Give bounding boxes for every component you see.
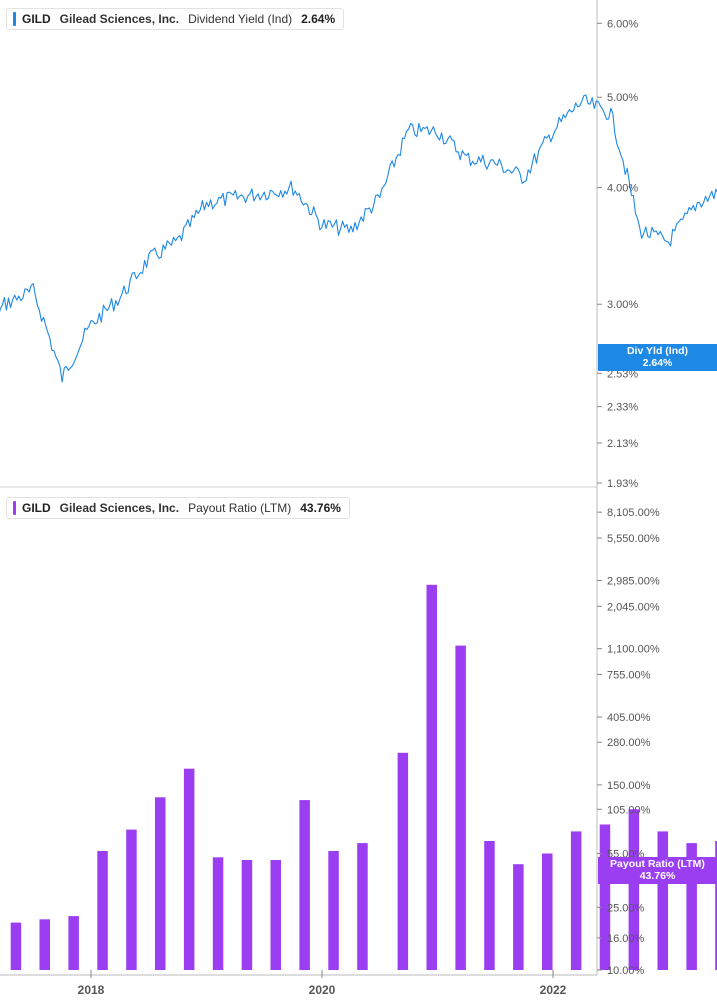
yield-y-axis: 1.93% 2.13% 2.33% 2.53% 3.00% 4.00% 5.00% 6.00% bbox=[597, 18, 638, 490]
payout-y-axis: 10.00%16.00%25.00%55.00%105.00%150.00%28… bbox=[597, 507, 660, 977]
y-tick-label: 755.00% bbox=[607, 669, 651, 681]
payout-bar bbox=[155, 797, 166, 970]
payout-bar bbox=[570, 831, 582, 970]
payout-bar bbox=[542, 853, 553, 970]
legend-ticker: GILD bbox=[22, 12, 51, 26]
payout-bar bbox=[455, 645, 466, 970]
payout-bar bbox=[10, 922, 22, 970]
payout-bar bbox=[68, 916, 79, 970]
dividend-yield-series bbox=[0, 94, 717, 383]
payout-swatch-icon bbox=[13, 501, 16, 515]
payout-bar bbox=[513, 864, 524, 970]
y-tick-label: 2.53% bbox=[607, 368, 638, 380]
yield-value-flag: Div Yld (Ind) 2.64% bbox=[598, 344, 717, 371]
y-tick-label: 105.00% bbox=[607, 804, 651, 816]
payout-ratio-series bbox=[10, 584, 717, 970]
payout-value-flag: Payout Ratio (LTM) 43.76% bbox=[598, 857, 717, 884]
x-tick-label: 2018 bbox=[78, 983, 105, 997]
payout-bar bbox=[97, 851, 108, 970]
payout-legend: GILD Gilead Sciences, Inc. Payout Ratio … bbox=[6, 497, 350, 519]
legend-company: Gilead Sciences, Inc. bbox=[59, 12, 180, 26]
y-tick-label: 16.00% bbox=[607, 933, 645, 945]
payout-bar bbox=[328, 851, 339, 970]
y-tick-label: 10.00% bbox=[607, 965, 645, 977]
y-tick-label: 150.00% bbox=[607, 780, 651, 792]
legend-metric: Dividend Yield (Ind) bbox=[188, 12, 293, 26]
y-tick-label: 8,105.00% bbox=[607, 507, 660, 519]
legend-value: 43.76% bbox=[300, 501, 341, 515]
payout-bar bbox=[484, 841, 495, 970]
y-tick-label: 2,045.00% bbox=[607, 601, 660, 613]
legend-value: 2.64% bbox=[301, 12, 336, 26]
y-tick-label: 280.00% bbox=[607, 737, 651, 749]
payout-bar bbox=[628, 809, 640, 970]
payout-bar bbox=[212, 857, 224, 970]
payout-flag-label: Payout Ratio (LTM) bbox=[610, 858, 705, 870]
payout-bar bbox=[357, 843, 368, 970]
y-tick-label: 6.00% bbox=[607, 18, 638, 30]
payout-bar bbox=[39, 919, 50, 970]
payout-bar bbox=[397, 752, 409, 970]
y-tick-label: 4.00% bbox=[607, 183, 638, 195]
payout-bar bbox=[241, 860, 253, 970]
y-tick-label: 2.33% bbox=[607, 402, 638, 414]
legend-company: Gilead Sciences, Inc. bbox=[59, 501, 180, 515]
payout-bar bbox=[270, 860, 281, 970]
legend-ticker: GILD bbox=[22, 501, 51, 515]
y-tick-label: 5,550.00% bbox=[607, 533, 660, 545]
yield-legend: GILD Gilead Sciences, Inc. Dividend Yiel… bbox=[6, 8, 345, 30]
y-tick-label: 2.13% bbox=[607, 438, 638, 450]
x-axis: 20182020202220242026 bbox=[78, 970, 567, 997]
payout-bar bbox=[183, 768, 195, 970]
payout-flag-value: 43.76% bbox=[639, 870, 676, 882]
y-tick-label: 3.00% bbox=[607, 299, 638, 311]
legend-metric: Payout Ratio (LTM) bbox=[188, 501, 292, 515]
payout-bar bbox=[715, 841, 717, 970]
payout-bar bbox=[599, 824, 611, 970]
payout-bar bbox=[126, 829, 137, 970]
payout-bar bbox=[657, 831, 668, 970]
y-tick-label: 1,100.00% bbox=[607, 644, 660, 656]
yield-flag-label: Div Yld (Ind) bbox=[626, 345, 689, 357]
x-tick-label: 2022 bbox=[540, 983, 567, 997]
y-tick-label: 5.00% bbox=[607, 92, 638, 104]
yield-flag-value: 2.64% bbox=[642, 357, 673, 369]
x-tick-label: 2020 bbox=[309, 983, 336, 997]
payout-bar bbox=[299, 800, 310, 970]
y-tick-label: 405.00% bbox=[607, 712, 651, 724]
y-tick-label: 1.93% bbox=[607, 478, 638, 490]
payout-bar bbox=[426, 584, 437, 970]
y-tick-label: 25.00% bbox=[607, 902, 645, 914]
panel-divider bbox=[0, 0, 598, 976]
payout-bar bbox=[686, 843, 697, 970]
dividend-yield-line bbox=[0, 94, 717, 383]
y-tick-label: 2,985.00% bbox=[607, 575, 660, 587]
yield-swatch-icon bbox=[13, 12, 16, 26]
